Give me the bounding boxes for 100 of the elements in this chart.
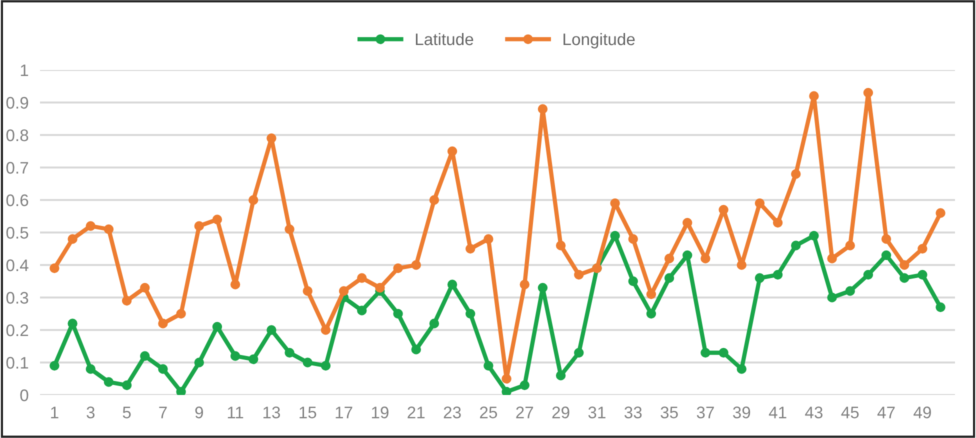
point: [845, 240, 855, 250]
x-tick-label: 49: [914, 406, 931, 418]
point: [664, 273, 674, 283]
point: [556, 240, 566, 250]
point: [646, 308, 656, 319]
x-tick-label: 1: [51, 406, 58, 418]
point: [158, 318, 168, 328]
point: [50, 360, 60, 371]
x-tick-label: 31: [588, 406, 606, 418]
point: [86, 221, 96, 231]
y-tick-label: 0.4: [6, 259, 28, 272]
x-tick-label: 21: [408, 406, 425, 418]
x-tick-label: 13: [263, 406, 280, 418]
point: [520, 280, 530, 290]
point: [936, 208, 946, 218]
y-tick-label: 0.8: [6, 129, 28, 142]
point: [628, 276, 638, 286]
point: [772, 218, 783, 228]
point: [248, 195, 258, 205]
point: [429, 318, 440, 328]
point: [754, 198, 765, 208]
point: [682, 218, 692, 228]
y-tick-label: 0.6: [6, 194, 28, 206]
y-tick-label: 0.5: [6, 226, 28, 239]
x-tick-label: 39: [732, 406, 750, 418]
point: [68, 318, 78, 328]
point: [484, 234, 494, 244]
x-tick-label: 3: [86, 406, 95, 418]
y-tick-label: 0.3: [6, 292, 28, 304]
point: [736, 260, 746, 270]
y-tick-label: 0: [20, 389, 28, 402]
point: [520, 380, 530, 390]
point: [447, 146, 458, 156]
point: [664, 254, 674, 264]
point: [881, 250, 892, 260]
point: [266, 325, 276, 335]
point: [284, 224, 294, 234]
point: [230, 280, 240, 290]
point: [158, 364, 168, 374]
point: [411, 260, 421, 270]
point: [230, 351, 240, 361]
point: [194, 221, 204, 231]
point: [375, 282, 385, 293]
point: [447, 280, 458, 290]
y-tick-label: 0.2: [6, 324, 28, 336]
point: [194, 358, 204, 368]
point: [682, 250, 692, 260]
x-tick-label: 17: [336, 406, 352, 418]
point: [918, 270, 928, 280]
legend-label: Latitude: [416, 32, 474, 46]
x-tick-label: 15: [300, 406, 316, 418]
point: [393, 308, 403, 319]
point: [863, 270, 874, 280]
x-tick-label: 35: [660, 406, 678, 418]
x-tick-label: 9: [195, 406, 203, 418]
x-tick-label: 23: [444, 406, 461, 418]
point: [900, 273, 910, 283]
point: [68, 234, 78, 244]
x-tick-label: 7: [159, 406, 167, 418]
point: [700, 348, 710, 358]
point: [628, 234, 638, 244]
point: [302, 358, 312, 368]
point: [248, 354, 258, 364]
point: [863, 88, 874, 98]
legend-label: Longitude: [564, 32, 635, 48]
point: [809, 91, 819, 101]
point: [122, 380, 132, 390]
x-tick-label: 37: [696, 406, 714, 418]
point: [212, 322, 222, 332]
x-tick-label: 11: [228, 406, 244, 418]
x-tick-label: 27: [516, 406, 534, 418]
point: [754, 273, 765, 283]
point: [809, 230, 819, 241]
point: [338, 286, 349, 296]
point: [104, 224, 114, 234]
point: [646, 289, 656, 300]
point: [772, 270, 783, 280]
point: [140, 282, 150, 293]
point: [104, 377, 114, 387]
point: [176, 386, 186, 395]
x-tick-label: 19: [372, 406, 388, 418]
x-tick-label: 29: [552, 406, 570, 418]
point: [574, 348, 584, 358]
point: [357, 306, 367, 316]
y-tick-label: 0.9: [6, 96, 28, 109]
point: [86, 364, 96, 374]
point: [122, 296, 132, 306]
x-tick-label: 41: [768, 406, 786, 418]
point: [484, 360, 494, 371]
point: [357, 273, 367, 283]
x-tick-label: 33: [624, 406, 642, 418]
point: [502, 386, 512, 395]
point: [556, 370, 566, 380]
y-tick-label: 0.1: [6, 356, 28, 369]
point: [284, 348, 294, 358]
point: [827, 292, 837, 302]
point: [140, 351, 150, 361]
point: [881, 234, 892, 244]
point: [918, 244, 928, 254]
point: [538, 282, 548, 293]
